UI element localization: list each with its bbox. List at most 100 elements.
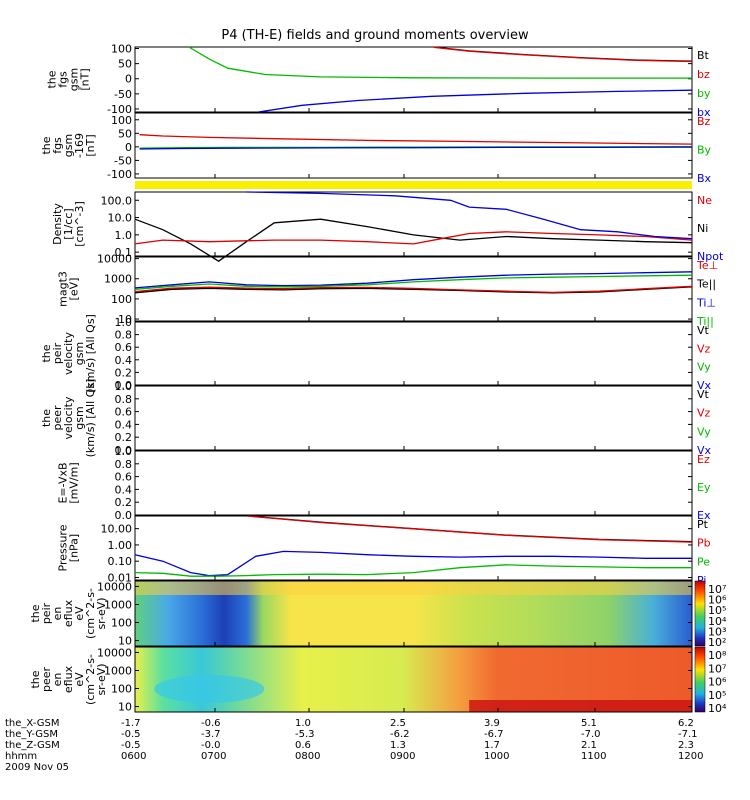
ephemeris-value: 0900: [390, 751, 416, 762]
legend-entry: bx: [697, 106, 711, 119]
colorbar-tick-label: 10⁵: [708, 604, 726, 617]
y-axis-label-line: the: [29, 670, 42, 688]
y-tick-label: 100: [111, 114, 132, 127]
y-axis-label-line: velocity: [62, 396, 75, 439]
legend-entry: Npot: [697, 250, 724, 263]
legend-entry: Te⊥: [696, 259, 718, 272]
legend-entry: Ez: [697, 453, 710, 466]
y-tick-label: 0.0: [115, 379, 133, 392]
ephemeris-value: -3.7: [201, 729, 221, 740]
y-axis-label-line: gsm: [73, 342, 86, 365]
ephemeris-value: 2.3: [678, 740, 694, 751]
y-tick-label: 0.6: [115, 406, 133, 419]
legend-entry: by: [697, 87, 711, 100]
ephemeris-value: -7.1: [678, 729, 698, 740]
y-tick-label: 1.0: [115, 445, 133, 458]
ephemeris-value: -1.7: [121, 718, 141, 729]
legend-entry: Pi: [697, 574, 706, 587]
y-axis-label-line: [cm^-3]: [73, 201, 86, 247]
series-pressure-Pe: [134, 564, 692, 577]
legend-entry: Ex: [697, 509, 711, 522]
y-tick-label: 0.01: [108, 571, 133, 584]
series-energy-Te||: [134, 286, 693, 294]
legend-entry: Ne: [697, 194, 712, 207]
y-axis-label-line: [1/cc]: [62, 208, 75, 239]
y-tick-label: 100.0: [101, 194, 133, 207]
y-tick-label: 1.00: [108, 539, 133, 552]
ephemeris-label: the_Z-GSM: [5, 740, 60, 751]
series-density-Ni: [134, 218, 693, 262]
series-pressure-Pt: [248, 515, 693, 543]
y-axis-label-line: velocity: [62, 332, 75, 375]
y-tick-label: 1000: [104, 598, 132, 611]
y-tick-label: 0: [125, 141, 132, 154]
colorbar-tick-label: 10⁴: [708, 702, 727, 715]
y-axis-label-line: fgs: [51, 137, 64, 154]
y-tick-label: -100: [107, 103, 132, 116]
panel-frame-fgs: [134, 46, 693, 113]
series-fgm-Bx: [139, 146, 693, 150]
ephemeris-value: 1.0: [295, 718, 311, 729]
legend-entry: Vz: [697, 407, 711, 420]
legend-entry: Pt: [697, 518, 709, 531]
legend-entry: Bt: [697, 49, 710, 62]
panel-frame-fgm: [134, 112, 693, 179]
y-tick-label: 0.2: [115, 496, 133, 509]
ephemeris-value: -0.5: [121, 729, 141, 740]
y-tick-label: 10000: [97, 253, 132, 266]
y-axis-label-line: (cm^2-s-: [84, 588, 97, 639]
ephemeris-label: hhmm: [5, 751, 38, 762]
panel-frame-peer_en: [134, 646, 693, 713]
y-tick-label: 0.4: [115, 483, 133, 496]
y-tick-label: 50: [118, 127, 132, 140]
ephemeris-value: 1.7: [484, 740, 500, 751]
y-tick-label: -50: [114, 88, 132, 101]
y-axis-label-line: peer: [40, 667, 53, 693]
y-axis-label-line: the: [29, 604, 42, 622]
legend-entry: Vt: [697, 388, 710, 401]
y-tick-label: 10: [118, 701, 132, 714]
legend-entry: Vz: [697, 342, 711, 355]
panel-frame-pressure: [134, 515, 693, 581]
colorbar-tick-label: 10⁷: [708, 662, 726, 675]
legend-entry: Vy: [697, 361, 711, 374]
y-tick-label: 1000: [104, 664, 132, 677]
ephemeris-value: -0.0: [201, 740, 221, 751]
panel-frame-density: [134, 191, 693, 257]
colorbar-tick-label: 10⁷: [708, 583, 726, 596]
y-axis-label-line: [nT]: [79, 68, 92, 90]
series-energy-Ti⊥: [134, 271, 693, 289]
y-tick-label: 100: [111, 617, 132, 630]
y-axis-label-line: eflux: [62, 665, 75, 693]
y-tick-label: 0.1: [115, 246, 133, 259]
ephemeris-label: the_Y-GSM: [5, 729, 59, 740]
y-axis-label-line: gsm: [68, 68, 81, 91]
colorbar-tick-label: 10⁸: [708, 649, 727, 662]
series-fgs-Bt: [433, 46, 693, 62]
legend-entry: Ey: [697, 481, 711, 494]
y-tick-label: 100: [111, 43, 132, 56]
y-axis-label-line: the: [46, 70, 59, 88]
ephemeris-value: 2.5: [390, 718, 406, 729]
legend-entry: Ti||: [696, 315, 714, 328]
legend-entry: Vx: [697, 379, 712, 392]
y-axis-label-line: Pressure: [57, 524, 70, 571]
series-fgm-Bz: [139, 134, 693, 145]
legend-entry: Vt: [697, 324, 710, 337]
y-tick-label: 0.10: [108, 555, 133, 568]
colorbar-tick-label: 10²: [708, 636, 726, 649]
y-tick-label: 0.4: [115, 418, 133, 431]
legend-entry: Ti⊥: [696, 296, 716, 309]
ephemeris-value: 1100: [581, 751, 607, 762]
colorbar-tick-label: 10³: [708, 625, 726, 638]
y-tick-label: 10.0: [108, 212, 133, 225]
spectrogram-band: [469, 700, 692, 712]
y-tick-label: 10000: [97, 580, 132, 593]
y-tick-label: 0.0: [115, 444, 133, 457]
